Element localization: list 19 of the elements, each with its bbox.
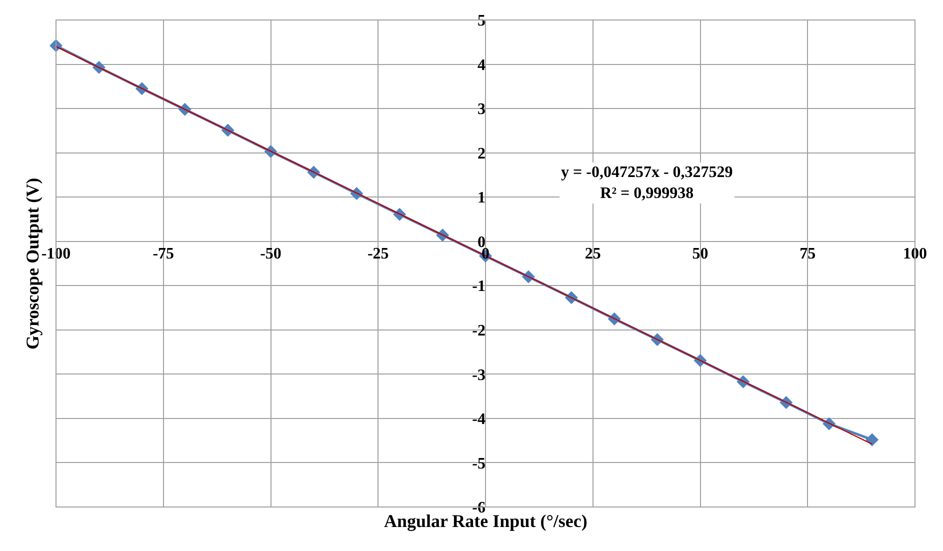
y-tick-label: -3 bbox=[472, 366, 486, 384]
y-tick-label: -2 bbox=[472, 322, 486, 340]
y-tick-label: 3 bbox=[478, 101, 486, 118]
annotation: y = -0,047257x - 0,327529 R² = 0,999938 bbox=[561, 164, 733, 202]
y-tick-label: -4 bbox=[472, 411, 486, 428]
x-tick-label: -25 bbox=[367, 245, 389, 262]
y-tick-label: 1 bbox=[478, 190, 486, 207]
x-tick-label: -50 bbox=[260, 245, 282, 262]
y-axis-title: Gyroscope Output (V) bbox=[22, 178, 42, 350]
x-tick-label: -75 bbox=[152, 245, 174, 262]
y-tick-label: -5 bbox=[472, 455, 486, 472]
y-tick-label: 4 bbox=[478, 56, 486, 74]
y-tick-label: 2 bbox=[478, 145, 486, 162]
point bbox=[866, 433, 879, 446]
x-tick-label: 75 bbox=[800, 245, 816, 262]
x-tick-label: 100 bbox=[903, 245, 927, 262]
y-tick-label: -1 bbox=[472, 278, 486, 296]
x-tick-label: 50 bbox=[692, 245, 708, 262]
x-tick-label: 25 bbox=[584, 245, 601, 262]
